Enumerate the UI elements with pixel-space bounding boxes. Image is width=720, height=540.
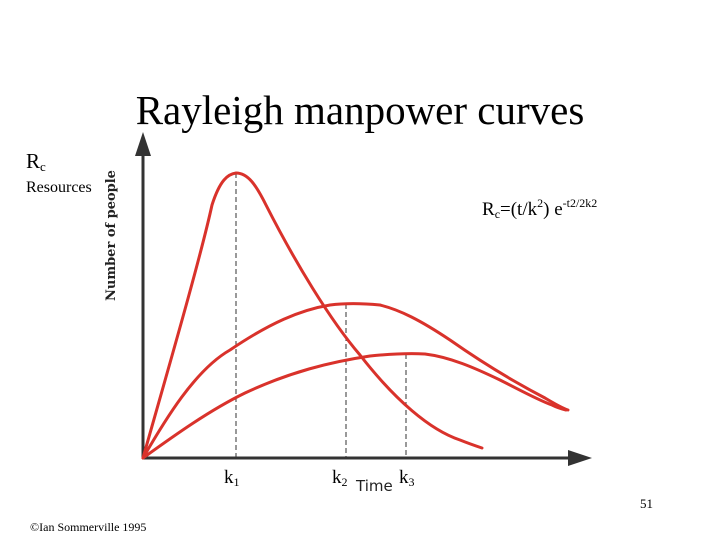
k2-label: k2 bbox=[332, 466, 348, 494]
formula-exponent: -t2/2k2 bbox=[562, 196, 598, 210]
x-axis-arrowhead bbox=[568, 450, 592, 466]
rc-subscript: c bbox=[40, 159, 46, 174]
formula-close: ) e bbox=[543, 199, 563, 220]
copyright-notice: ©Ian Sommerville 1995 bbox=[30, 520, 147, 534]
curve-k3 bbox=[141, 352, 568, 460]
formula-lhs: R bbox=[482, 199, 495, 220]
rc-label: Rc bbox=[26, 148, 46, 180]
formula-open: =(t/k bbox=[500, 199, 538, 220]
formula-lhs-sub: c bbox=[494, 207, 501, 221]
k2-sub: 2 bbox=[341, 475, 348, 489]
k3-label: k3 bbox=[399, 466, 415, 494]
curve-k2 bbox=[141, 302, 570, 460]
curves bbox=[141, 171, 570, 460]
k3-base: k bbox=[399, 467, 409, 488]
peak-guides bbox=[235, 173, 407, 458]
slide-title: Rayleigh manpower curves bbox=[135, 87, 585, 133]
y-axis-arrowhead bbox=[135, 132, 151, 156]
formula-k-squared: 2 bbox=[537, 196, 544, 210]
resources-label: Resources bbox=[26, 179, 92, 196]
curve-k1 bbox=[141, 171, 484, 460]
y-axis-label: Number of people bbox=[104, 170, 119, 301]
page-number: 51 bbox=[640, 496, 653, 511]
rc-symbol: R bbox=[26, 149, 41, 173]
k1-sub: 1 bbox=[233, 475, 240, 489]
rayleigh-formula: Rc=(t/k2) e-t2/2k2 bbox=[482, 190, 597, 227]
k2-base: k bbox=[332, 467, 342, 488]
x-axis-label: Time bbox=[356, 477, 393, 495]
k1-label: k1 bbox=[224, 466, 240, 494]
k3-sub: 3 bbox=[408, 475, 415, 489]
axes bbox=[135, 132, 592, 466]
k1-base: k bbox=[224, 467, 234, 488]
